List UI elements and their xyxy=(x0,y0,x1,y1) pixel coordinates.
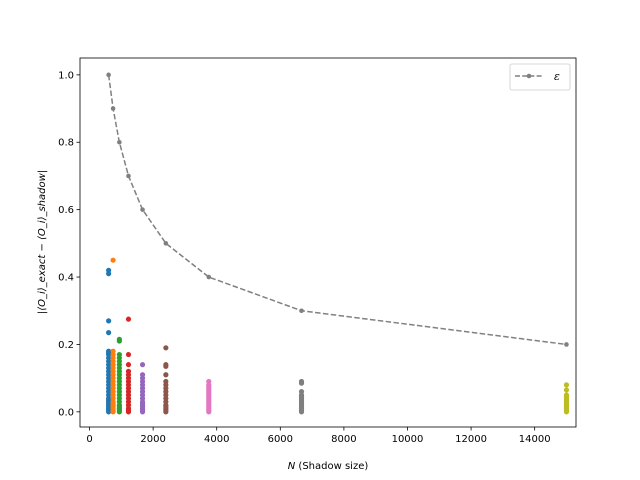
scatter-point xyxy=(163,372,169,378)
scatter-point xyxy=(206,409,212,415)
scatter-group-3 xyxy=(125,316,132,415)
epsilon-point xyxy=(299,308,304,314)
x-tick-label: 8000 xyxy=(331,434,356,445)
scatter-point xyxy=(563,409,570,415)
epsilon-point xyxy=(106,72,111,78)
x-axis-label: N (Shadow size) xyxy=(288,461,369,472)
y-tick-label: 1.0 xyxy=(58,70,74,81)
scatter-point xyxy=(125,362,132,368)
scatter-point xyxy=(139,409,146,415)
legend-marker xyxy=(526,73,532,79)
scatter-group-8 xyxy=(563,382,570,415)
y-tick-label: 0.2 xyxy=(58,340,74,351)
x-tick-label: 2000 xyxy=(140,434,165,445)
scatter-point xyxy=(139,362,146,368)
x-axis-label-rest: (Shadow size) xyxy=(295,461,368,472)
scatter-point xyxy=(110,409,116,415)
y-tick-label: 0.6 xyxy=(58,205,74,216)
scatter-group-0 xyxy=(106,267,112,415)
scatter-point xyxy=(163,363,169,369)
y-tick-label: 0.8 xyxy=(58,138,74,149)
scatter-point xyxy=(563,387,570,393)
scatter-point xyxy=(110,257,116,263)
epsilon-point xyxy=(110,106,116,111)
scatter-point xyxy=(106,271,112,277)
scatter-point xyxy=(106,409,112,415)
epsilon-point xyxy=(117,139,122,145)
scatter-group-4 xyxy=(139,362,146,415)
epsilon-point xyxy=(564,342,569,347)
epsilon-point xyxy=(163,241,169,246)
legend: ε xyxy=(509,63,571,91)
scatter-point xyxy=(125,316,132,322)
x-tick-label: 4000 xyxy=(204,434,229,445)
scatter-point xyxy=(116,409,122,415)
legend-label: ε xyxy=(554,70,560,83)
scatter-group-2 xyxy=(116,336,122,415)
y-tick-label: 0.0 xyxy=(58,407,74,418)
y-tick-label: 0.4 xyxy=(58,273,74,284)
y-axis-label: |⟨O_i⟩_exact − ⟨O_i⟩_shadow| xyxy=(37,170,48,314)
x-tick-label: 12000 xyxy=(455,434,487,445)
x-tick-label: 0 xyxy=(86,434,92,445)
x-tick-label: 10000 xyxy=(392,434,424,445)
x-axis-label-var: N xyxy=(288,461,296,472)
scatter-point xyxy=(163,409,169,415)
scatter-point xyxy=(563,382,570,388)
scatter-point xyxy=(106,330,112,336)
scatter-group-7 xyxy=(298,378,305,415)
scatter-point xyxy=(298,409,305,415)
scatter-point xyxy=(298,380,305,386)
scatter-group-1 xyxy=(110,257,116,415)
scatter-point xyxy=(125,409,132,415)
scatter-point xyxy=(106,318,112,324)
legend-box xyxy=(509,63,571,91)
scatter-group-5 xyxy=(163,345,169,415)
scatter-point xyxy=(125,351,132,358)
epsilon-point xyxy=(126,173,131,179)
epsilon-point xyxy=(206,274,212,280)
epsilon-point xyxy=(140,207,145,212)
scatter-group-6 xyxy=(206,378,212,415)
plot-layer xyxy=(106,72,570,415)
axes-layer: 0 2000 4000 6000 8000 10000 12000 14000 0.0 0.2 0.… xyxy=(58,70,550,445)
x-tick-label: 14000 xyxy=(519,434,551,445)
plot-frame xyxy=(79,57,577,428)
x-tick-label: 6000 xyxy=(268,434,293,445)
scatter-point xyxy=(163,345,169,351)
scatter-point xyxy=(116,338,122,344)
